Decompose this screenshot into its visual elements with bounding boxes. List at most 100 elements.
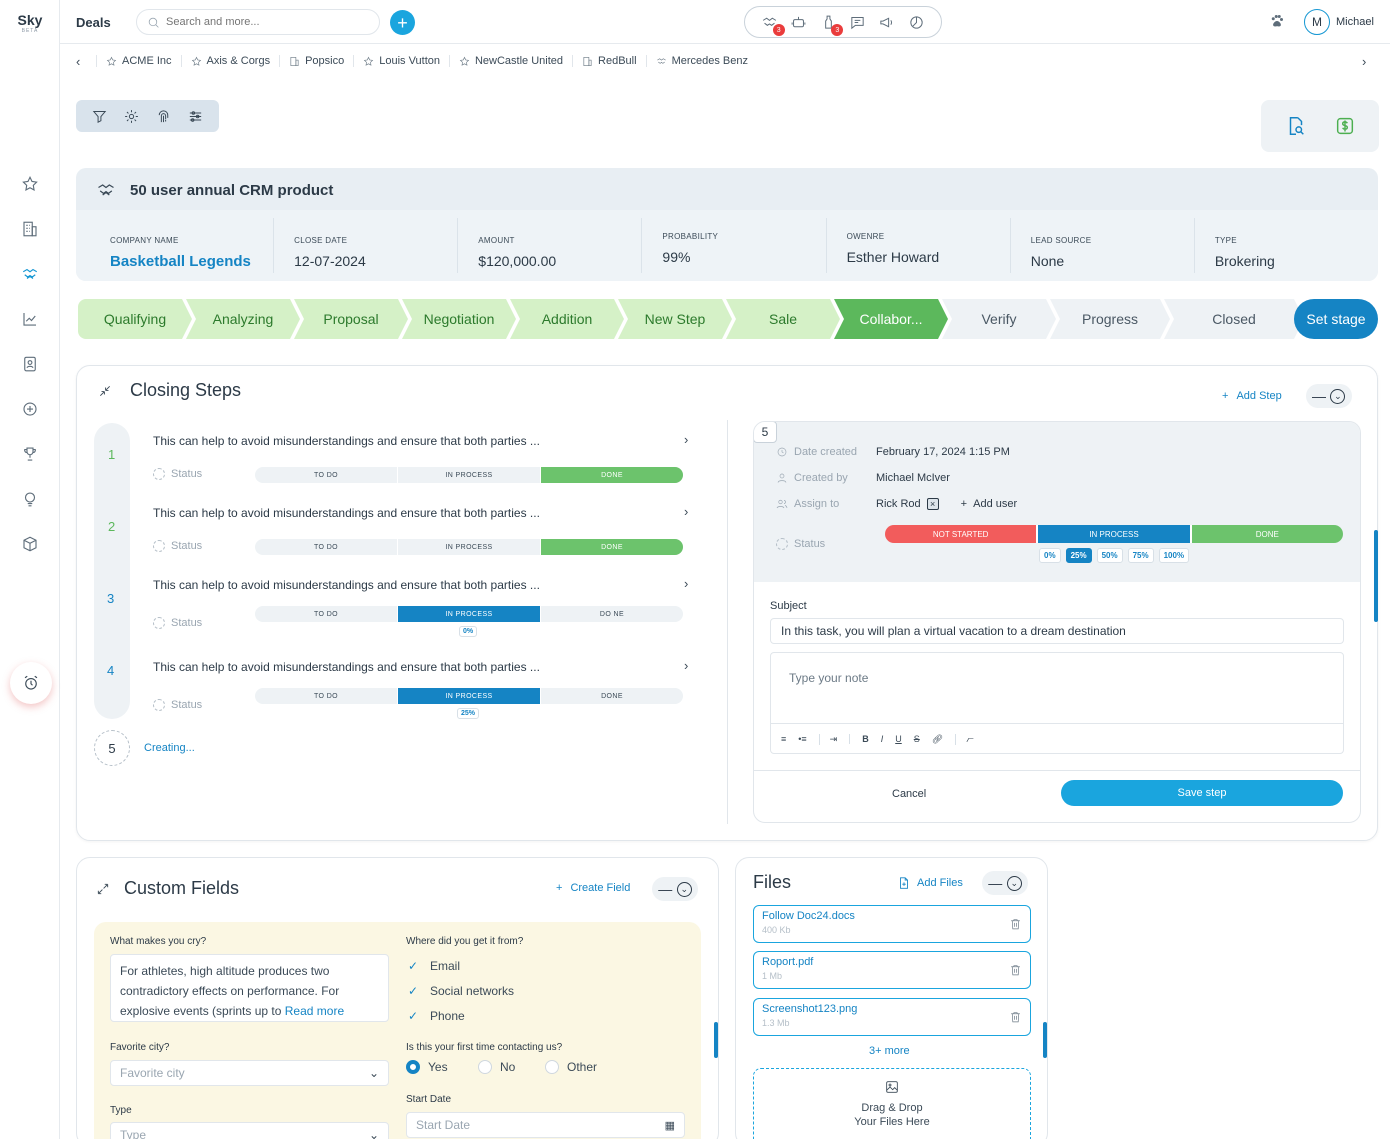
tab-axis-corgs[interactable]: Axis & Corgs [180, 55, 280, 67]
status-in-process[interactable]: IN PROCESS [398, 606, 541, 622]
stage-proposal[interactable]: Proposal [294, 299, 408, 339]
star-icon[interactable] [18, 172, 42, 196]
fingerprint-icon[interactable] [155, 108, 172, 125]
set-stage-button[interactable]: Set stage [1294, 299, 1378, 339]
stage-qualifying[interactable]: Qualifying [78, 299, 192, 339]
stage-collaboration[interactable]: Collabor... [834, 299, 948, 339]
step-title[interactable]: This can help to avoid misunderstandings… [153, 434, 540, 448]
cancel-button[interactable]: Cancel [892, 788, 927, 800]
save-step-button[interactable]: Save step [1061, 780, 1343, 806]
gear-icon[interactable] [123, 108, 140, 125]
building-icon[interactable] [18, 217, 42, 241]
scrollbar[interactable] [714, 1022, 718, 1058]
megaphone-icon[interactable] [876, 12, 898, 32]
file-item[interactable]: Screenshot123.png 1.3 Mb [753, 998, 1031, 1036]
chat-icon[interactable] [847, 12, 869, 32]
trash-icon[interactable] [1009, 1010, 1022, 1024]
collapse-arrows-icon[interactable] [98, 384, 112, 398]
file-item[interactable]: Roport.pdf 1 Mb [753, 951, 1031, 989]
attachment-icon[interactable]: ⦧ [955, 733, 974, 745]
document-search-icon[interactable] [1285, 115, 1307, 137]
tab-louis-vutton[interactable]: Louis Vutton [353, 55, 449, 67]
search-input[interactable] [166, 16, 356, 28]
add-user-button[interactable]: + Add user [960, 498, 1018, 510]
cry-textarea[interactable]: For athletes, high altitude produces two… [110, 954, 389, 1022]
bold-icon[interactable]: B [849, 734, 869, 744]
underline-icon[interactable]: U [895, 734, 902, 744]
user-name[interactable]: Michael [1336, 16, 1374, 28]
more-files-link[interactable]: 3+ more [869, 1045, 910, 1057]
italic-icon[interactable]: I [880, 734, 884, 744]
box-icon[interactable] [18, 532, 42, 556]
tab-mercedes[interactable]: Mercedes Benz [645, 55, 757, 67]
tab-newcastle[interactable]: NewCastle United [448, 55, 572, 67]
progress-100[interactable]: 100% [1158, 548, 1190, 563]
radio-yes[interactable]: Yes [406, 1060, 448, 1074]
handshake-tool-icon[interactable]: 3 [759, 12, 785, 36]
subject-input[interactable]: In this task, you will plan a virtual va… [770, 618, 1344, 644]
status-done[interactable]: DONE [601, 692, 623, 700]
step-title[interactable]: This can help to avoid misunderstandings… [153, 506, 540, 520]
expand-arrows-icon[interactable] [96, 882, 110, 896]
chevron-right-icon[interactable]: › [684, 504, 689, 519]
dollar-icon[interactable] [1334, 115, 1356, 137]
add-files-button[interactable]: Add Files [897, 876, 963, 890]
progress-0[interactable]: 0% [1039, 548, 1061, 563]
create-new-button[interactable]: + [390, 10, 415, 35]
step-title[interactable]: This can help to avoid misunderstandings… [153, 660, 540, 674]
status-done[interactable]: DO NE [599, 610, 625, 618]
panel-collapse-control[interactable]: — ⌄ [1305, 384, 1352, 408]
progress-25[interactable]: 25% [1065, 548, 1092, 563]
radio-no[interactable]: No [478, 1060, 515, 1074]
tab-popsico[interactable]: Popsico [279, 55, 353, 67]
stage-progress[interactable]: Progress [1050, 299, 1170, 339]
remove-assignee-icon[interactable]: × [926, 498, 939, 510]
trophy-icon[interactable] [18, 442, 42, 466]
stage-negotiation[interactable]: Negotiation [402, 299, 516, 339]
status-in-process[interactable]: IN PROCESS [398, 539, 541, 555]
trash-icon[interactable] [1009, 963, 1022, 977]
tab-redbull[interactable]: RedBull [572, 55, 646, 67]
lightbulb-icon[interactable] [18, 487, 42, 511]
stage-analyzing[interactable]: Analyzing [186, 299, 300, 339]
chevron-right-icon[interactable]: › [684, 658, 689, 673]
status-todo[interactable]: TO DO [255, 688, 398, 704]
create-field-button[interactable]: + Create Field [556, 882, 630, 894]
avatar[interactable]: M [1304, 9, 1330, 35]
chevron-right-icon[interactable]: › [684, 576, 689, 591]
progress-75[interactable]: 75% [1127, 548, 1154, 563]
tabs-prev-button[interactable]: ‹ [76, 53, 81, 69]
bottle-icon[interactable]: 3 [817, 12, 844, 36]
stage-new-step[interactable]: New Step [618, 299, 732, 339]
status-todo[interactable]: TO DO [255, 539, 398, 555]
contact-card-icon[interactable] [18, 352, 42, 376]
type-select[interactable]: Type ⌄ [110, 1122, 389, 1139]
checkbox-social[interactable]: ✓ Social networks [408, 984, 514, 998]
panel-collapse-control[interactable]: — ⌄ [652, 877, 698, 901]
city-select[interactable]: Favorite city ⌄ [110, 1060, 389, 1086]
bullet-list-icon[interactable]: •≡ [798, 734, 807, 744]
robot-icon[interactable] [788, 12, 810, 32]
checkbox-phone[interactable]: ✓ Phone [408, 1009, 465, 1023]
note-textarea[interactable] [771, 653, 1343, 723]
status-done[interactable]: DONE [1191, 525, 1343, 543]
calendar-icon[interactable]: ▦ [664, 1119, 675, 1132]
indent-icon[interactable]: ⇥ [818, 733, 837, 745]
stage-closed[interactable]: Closed [1164, 299, 1304, 339]
app-logo[interactable]: Sky BETA [0, 12, 60, 34]
radio-other[interactable]: Other [545, 1060, 597, 1074]
tabs-next-button[interactable]: › [1362, 53, 1367, 69]
status-done[interactable]: DONE [541, 539, 683, 555]
start-date-input[interactable]: Start Date ▦ [406, 1112, 685, 1138]
filter-icon[interactable] [91, 108, 108, 125]
step-title[interactable]: This can help to avoid misunderstandings… [153, 578, 540, 592]
add-circle-icon[interactable] [18, 397, 42, 421]
pie-timer-icon[interactable] [905, 12, 927, 32]
status-in-process[interactable]: IN PROCESS [1038, 525, 1192, 543]
alarm-clock-icon[interactable] [10, 662, 52, 704]
status-in-process[interactable]: IN PROCESS [398, 467, 541, 483]
handshake-icon[interactable] [18, 262, 42, 286]
stage-verify[interactable]: Verify [942, 299, 1056, 339]
checkbox-email[interactable]: ✓ Email [408, 959, 460, 973]
progress-50[interactable]: 50% [1096, 548, 1123, 563]
